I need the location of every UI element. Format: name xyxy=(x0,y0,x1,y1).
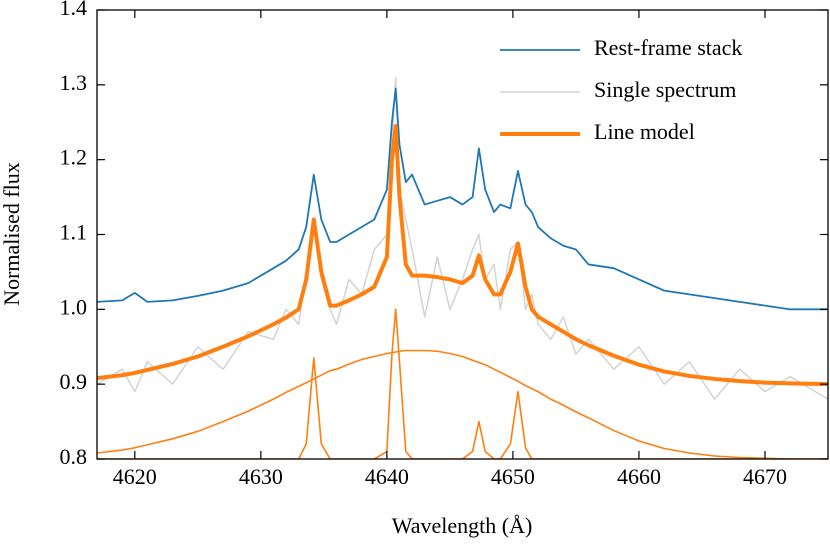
legend-label: Single spectrum xyxy=(594,77,736,102)
y-tick-label: 0.8 xyxy=(60,444,88,469)
series-line xyxy=(97,349,828,459)
y-tick-label: 1.0 xyxy=(60,294,88,319)
y-tick-label: 1.4 xyxy=(60,0,88,20)
legend-label: Rest-frame stack xyxy=(594,35,742,60)
legend-label: Line model xyxy=(594,119,695,144)
x-tick-label: 4650 xyxy=(491,464,535,489)
plot-area xyxy=(97,76,828,459)
x-tick-label: 4640 xyxy=(365,464,409,489)
x-tick-label: 4670 xyxy=(743,464,787,489)
y-tick-label: 1.3 xyxy=(60,70,88,95)
y-tick-label: 1.1 xyxy=(60,220,88,245)
series-line xyxy=(97,308,828,459)
x-tick-label: 4620 xyxy=(113,464,157,489)
x-axis-label: Wavelength (Å) xyxy=(392,513,533,538)
y-axis-label: Normalised flux xyxy=(0,162,24,306)
y-tick-label: 1.2 xyxy=(60,145,88,170)
series-line xyxy=(97,123,828,387)
series-line xyxy=(97,76,828,400)
x-tick-label: 4630 xyxy=(239,464,283,489)
y-tick-label: 0.9 xyxy=(60,369,88,394)
x-tick-label: 4660 xyxy=(617,464,661,489)
series-line xyxy=(97,87,828,311)
